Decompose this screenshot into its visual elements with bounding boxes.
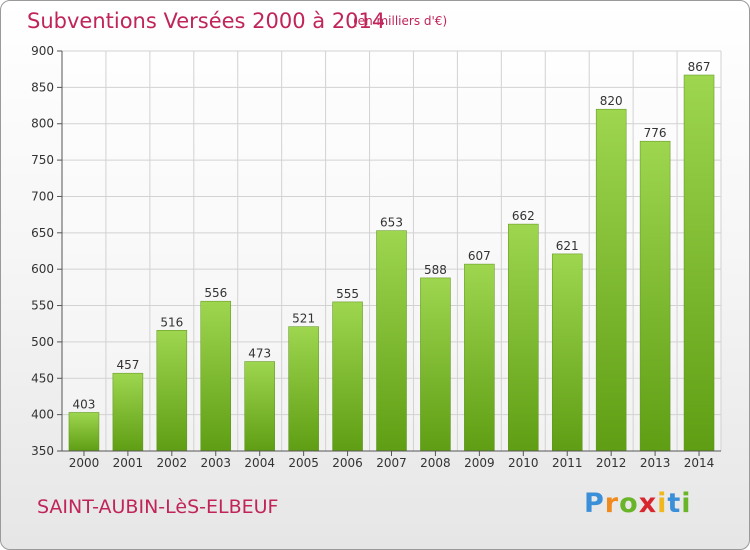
logo-letter: o — [619, 488, 639, 519]
bar-2000 — [68, 412, 100, 452]
logo-letter: t — [667, 488, 682, 519]
y-tick-label: 550 — [31, 299, 54, 313]
value-label: 588 — [424, 263, 447, 277]
x-tick-label: 2005 — [288, 456, 319, 470]
bar-2001 — [112, 372, 144, 452]
bar-2012 — [595, 108, 627, 452]
value-label: 457 — [116, 358, 139, 372]
value-label: 621 — [556, 239, 579, 253]
bar-chart: 403 457 516 556 473 521 555 653 588 607 662 621 820 7… — [31, 44, 722, 470]
y-tick-label: 850 — [31, 80, 54, 94]
value-label: 555 — [336, 287, 359, 301]
x-tick-label: 2001 — [113, 456, 144, 470]
value-label: 867 — [688, 60, 711, 74]
value-label: 473 — [248, 347, 271, 361]
bar-2008 — [420, 277, 451, 452]
y-tick-label: 700 — [31, 189, 54, 203]
commune-name: SAINT-AUBIN-LèS-ELBEUF — [37, 496, 279, 518]
value-label: 820 — [600, 94, 623, 108]
unit-note: (en milliers d'€) — [353, 14, 448, 28]
y-tick-label: 600 — [31, 262, 54, 276]
bar-2002 — [156, 330, 188, 452]
bar-2009 — [464, 263, 495, 452]
value-label: 516 — [160, 315, 183, 329]
value-label: 776 — [644, 126, 667, 140]
x-tick-label: 2008 — [420, 456, 451, 470]
x-tick-label: 2007 — [376, 456, 407, 470]
bar-2013 — [639, 140, 671, 452]
bar-2007 — [376, 230, 407, 452]
x-tick-label: 2002 — [157, 456, 188, 470]
logo-letter: P — [584, 488, 605, 519]
y-tick-label: 900 — [31, 44, 54, 58]
y-tick-label: 400 — [31, 408, 54, 422]
x-tick-label: 2012 — [596, 456, 627, 470]
bar-2003 — [200, 300, 232, 452]
value-label: 521 — [292, 312, 315, 326]
value-label: 653 — [380, 216, 403, 230]
x-tick-label: 2009 — [464, 456, 495, 470]
y-tick-label: 800 — [31, 117, 54, 131]
bar-2006 — [332, 301, 363, 452]
logo-letter: r — [604, 488, 620, 519]
x-tick-label: 2011 — [552, 456, 583, 470]
y-tick-label: 750 — [31, 153, 54, 167]
y-tick-label: 350 — [31, 444, 54, 458]
value-label: 607 — [468, 249, 491, 263]
y-tick-label: 450 — [31, 371, 54, 385]
x-tick-label: 2003 — [200, 456, 231, 470]
value-label: 662 — [512, 209, 535, 223]
x-tick-label: 2010 — [508, 456, 539, 470]
x-tick-label: 2014 — [684, 456, 715, 470]
logo-letter: x — [638, 488, 658, 519]
bar-2011 — [551, 253, 583, 452]
y-tick-label: 500 — [31, 335, 54, 349]
logo-letter: i — [657, 488, 668, 519]
bar-2014 — [683, 74, 715, 452]
value-label: 403 — [73, 397, 96, 411]
value-label: 556 — [204, 286, 227, 300]
x-tick-label: 2013 — [640, 456, 671, 470]
bar-2005 — [288, 326, 319, 452]
logo-letter: i — [681, 488, 692, 519]
x-tick-label: 2004 — [244, 456, 275, 470]
proxiti-logo: Proxiti — [584, 488, 692, 519]
bar-2004 — [244, 361, 275, 452]
chart-title: Subventions Versées 2000 à 2014 — [27, 9, 386, 33]
y-tick-label: 650 — [31, 226, 54, 240]
x-tick-label: 2000 — [69, 456, 100, 470]
x-tick-label: 2006 — [332, 456, 363, 470]
bar-2010 — [508, 223, 539, 452]
